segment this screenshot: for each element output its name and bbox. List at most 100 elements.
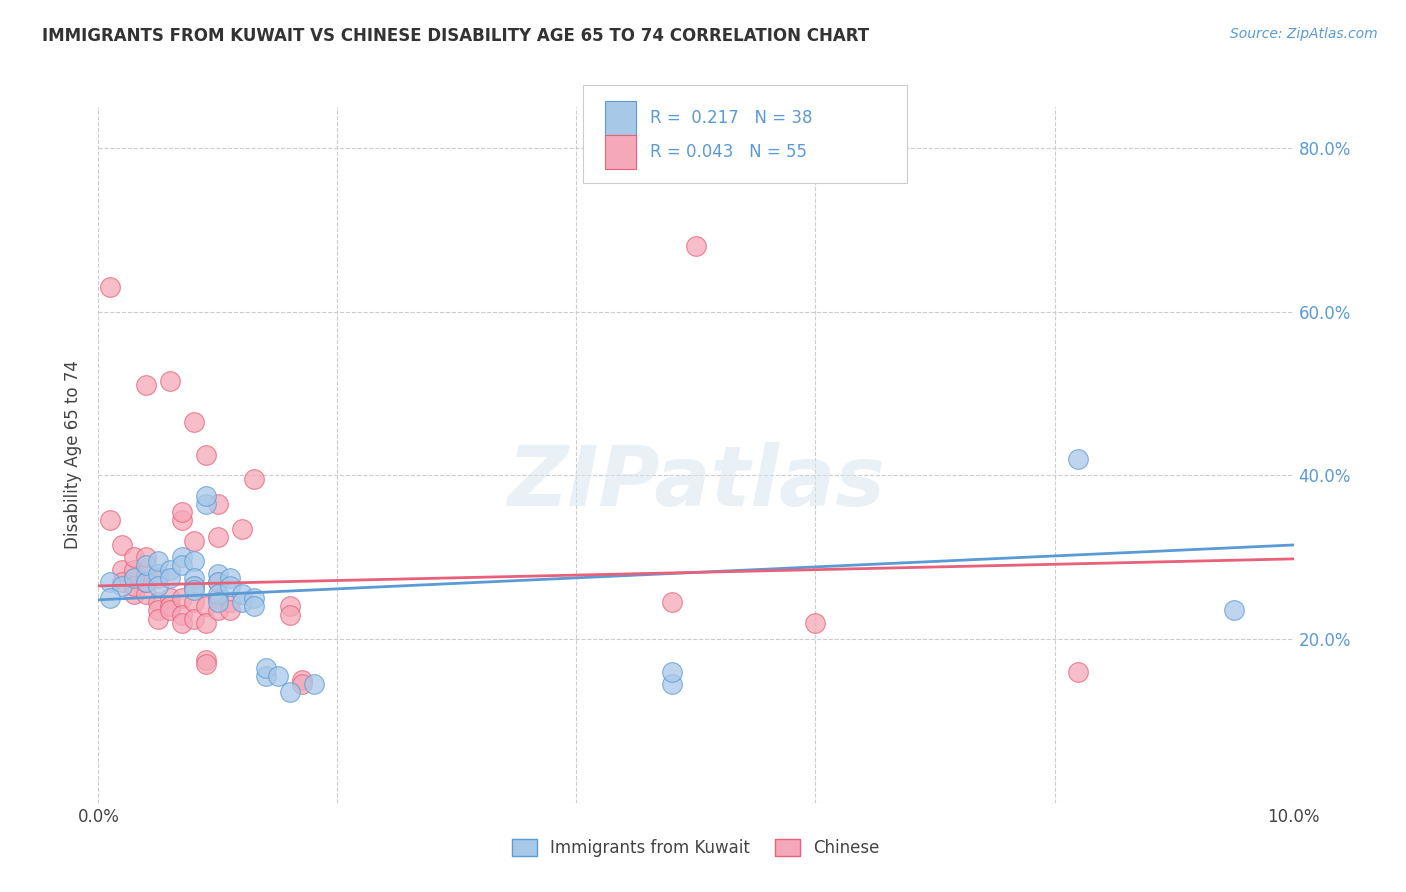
- Text: R = 0.043   N = 55: R = 0.043 N = 55: [650, 143, 807, 161]
- Point: [183, 533, 205, 548]
- Point: [195, 448, 218, 462]
- Point: [135, 550, 157, 565]
- Point: [159, 599, 181, 614]
- Point: [135, 558, 157, 573]
- Point: [231, 595, 253, 609]
- Point: [172, 591, 194, 606]
- Point: [159, 374, 181, 388]
- Point: [195, 599, 218, 614]
- Point: [254, 661, 277, 675]
- Text: Source: ZipAtlas.com: Source: ZipAtlas.com: [1230, 27, 1378, 41]
- Point: [219, 579, 242, 593]
- Point: [661, 677, 683, 691]
- Point: [207, 603, 229, 617]
- Point: [100, 280, 122, 294]
- Point: [804, 615, 827, 630]
- Point: [124, 550, 146, 565]
- Point: [172, 505, 194, 519]
- Point: [278, 599, 301, 614]
- Point: [183, 415, 205, 429]
- Point: [124, 579, 146, 593]
- Point: [195, 615, 218, 630]
- Point: [195, 489, 218, 503]
- Point: [243, 591, 266, 606]
- Point: [111, 562, 134, 576]
- Point: [207, 574, 229, 589]
- Point: [291, 677, 314, 691]
- Point: [219, 603, 242, 617]
- Point: [278, 685, 301, 699]
- Point: [207, 595, 229, 609]
- Point: [183, 579, 205, 593]
- Point: [302, 677, 325, 691]
- Point: [278, 607, 301, 622]
- Point: [207, 587, 229, 601]
- Point: [159, 562, 181, 576]
- Point: [183, 571, 205, 585]
- Point: [183, 612, 205, 626]
- Point: [1067, 665, 1090, 679]
- Point: [135, 378, 157, 392]
- Point: [124, 562, 146, 576]
- Point: [172, 615, 194, 630]
- Point: [148, 566, 170, 581]
- Point: [135, 574, 157, 589]
- Point: [183, 554, 205, 568]
- Point: [159, 603, 181, 617]
- Point: [291, 673, 314, 687]
- Point: [100, 591, 122, 606]
- Point: [207, 530, 229, 544]
- Point: [100, 574, 122, 589]
- Point: [183, 582, 205, 597]
- Point: [172, 558, 194, 573]
- Point: [207, 574, 229, 589]
- Point: [195, 657, 218, 671]
- Point: [159, 591, 181, 606]
- Point: [135, 587, 157, 601]
- Point: [124, 571, 146, 585]
- Point: [207, 591, 229, 606]
- Point: [111, 579, 134, 593]
- Point: [111, 538, 134, 552]
- Point: [207, 497, 229, 511]
- Point: [183, 595, 205, 609]
- Point: [183, 579, 205, 593]
- Point: [124, 571, 146, 585]
- Point: [243, 599, 266, 614]
- Point: [148, 579, 170, 593]
- Point: [195, 652, 218, 666]
- Legend: Immigrants from Kuwait, Chinese: Immigrants from Kuwait, Chinese: [505, 832, 887, 864]
- Point: [172, 513, 194, 527]
- Point: [661, 665, 683, 679]
- Point: [254, 669, 277, 683]
- Point: [100, 513, 122, 527]
- Point: [207, 566, 229, 581]
- Point: [243, 473, 266, 487]
- Point: [172, 607, 194, 622]
- Point: [148, 595, 170, 609]
- Point: [685, 239, 707, 253]
- Point: [124, 587, 146, 601]
- Point: [219, 571, 242, 585]
- Point: [661, 595, 683, 609]
- Point: [231, 522, 253, 536]
- Point: [148, 603, 170, 617]
- Point: [148, 571, 170, 585]
- Point: [148, 612, 170, 626]
- Point: [159, 571, 181, 585]
- Text: ZIPatlas: ZIPatlas: [508, 442, 884, 524]
- Point: [1067, 452, 1090, 467]
- Point: [135, 566, 157, 581]
- Point: [195, 497, 218, 511]
- Point: [111, 574, 134, 589]
- Point: [1223, 603, 1246, 617]
- Text: IMMIGRANTS FROM KUWAIT VS CHINESE DISABILITY AGE 65 TO 74 CORRELATION CHART: IMMIGRANTS FROM KUWAIT VS CHINESE DISABI…: [42, 27, 869, 45]
- Point: [219, 595, 242, 609]
- Point: [267, 669, 290, 683]
- Point: [172, 550, 194, 565]
- Y-axis label: Disability Age 65 to 74: Disability Age 65 to 74: [65, 360, 83, 549]
- Point: [135, 574, 157, 589]
- Point: [148, 554, 170, 568]
- Text: R =  0.217   N = 38: R = 0.217 N = 38: [650, 109, 813, 128]
- Point: [231, 587, 253, 601]
